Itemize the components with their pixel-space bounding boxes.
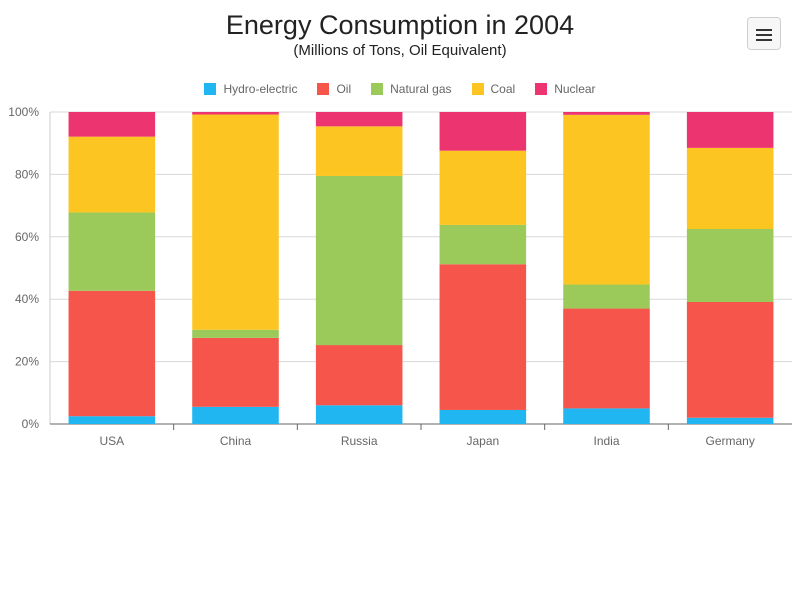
bar-segment xyxy=(68,290,156,417)
bar-segment xyxy=(315,126,403,176)
legend-swatch xyxy=(535,83,548,95)
legend-item[interactable]: Hydro-electric xyxy=(204,80,297,98)
bar-segment xyxy=(68,136,156,213)
legend-item[interactable]: Nuclear xyxy=(535,80,596,98)
bar-segment xyxy=(439,264,527,410)
x-tick-label: Japan xyxy=(466,434,499,448)
bar-segment xyxy=(686,302,774,418)
y-tick-label: 80% xyxy=(15,167,39,181)
bar-segment xyxy=(192,329,279,338)
y-tick-label: 100% xyxy=(8,105,39,119)
legend-label: Hydro-electric xyxy=(223,82,298,96)
bar-segment xyxy=(563,284,650,309)
legend-label: Oil xyxy=(336,82,352,96)
x-tick-label: China xyxy=(220,434,252,448)
bar-segment xyxy=(315,175,403,346)
bar-segment xyxy=(68,416,156,424)
bar-segment xyxy=(439,150,527,225)
bar-segment xyxy=(192,114,279,330)
legend-item[interactable]: Coal xyxy=(471,80,516,98)
menu-line xyxy=(756,29,772,31)
y-tick-label: 60% xyxy=(15,230,39,244)
legend-swatch xyxy=(204,83,217,95)
bar-segment xyxy=(686,229,774,303)
legend-label: Coal xyxy=(490,82,516,96)
bar-segment xyxy=(439,112,527,151)
bar-segment xyxy=(68,112,156,137)
menu-line xyxy=(756,39,772,41)
bar-segment xyxy=(686,147,774,229)
legend-item[interactable]: Natural gas xyxy=(371,80,452,98)
hamburger-menu-icon[interactable] xyxy=(747,17,781,50)
bar-segment xyxy=(563,408,650,424)
bar-segment xyxy=(686,112,774,148)
x-tick-label: India xyxy=(593,434,619,448)
bar-segment xyxy=(439,224,527,265)
chart-title: Energy Consumption in 2004 xyxy=(225,10,575,40)
bar-segment xyxy=(192,337,279,407)
bar-segment xyxy=(315,345,403,406)
legend-label: Natural gas xyxy=(390,82,452,96)
bar-segment xyxy=(192,112,279,115)
x-tick-label: Germany xyxy=(705,434,754,448)
menu-line xyxy=(756,34,772,36)
bar-segment xyxy=(563,112,650,115)
bar-segment xyxy=(563,114,650,285)
bar-segment xyxy=(315,112,403,127)
legend-swatch xyxy=(317,83,330,95)
chart-legend: Hydro-electric Oil Natural gas Coal Nuclear xyxy=(0,80,800,98)
bar-segment xyxy=(315,405,403,424)
y-tick-label: 0% xyxy=(22,417,40,431)
bar-segment xyxy=(68,212,156,291)
bar-segment xyxy=(439,409,527,424)
legend-swatch xyxy=(371,83,384,95)
y-tick-label: 40% xyxy=(15,292,39,306)
x-tick-label: USA xyxy=(99,434,124,448)
chart-subtitle: (Millions of Tons, Oil Equivalent) xyxy=(293,42,507,59)
bar-segment xyxy=(563,308,650,409)
legend-item[interactable]: Oil xyxy=(317,80,351,98)
bar-segment xyxy=(686,417,774,424)
bar-segment xyxy=(192,406,279,424)
x-tick-label: Russia xyxy=(341,434,378,448)
y-tick-label: 20% xyxy=(15,355,39,369)
legend-swatch xyxy=(471,83,484,95)
legend-label: Nuclear xyxy=(554,82,596,96)
